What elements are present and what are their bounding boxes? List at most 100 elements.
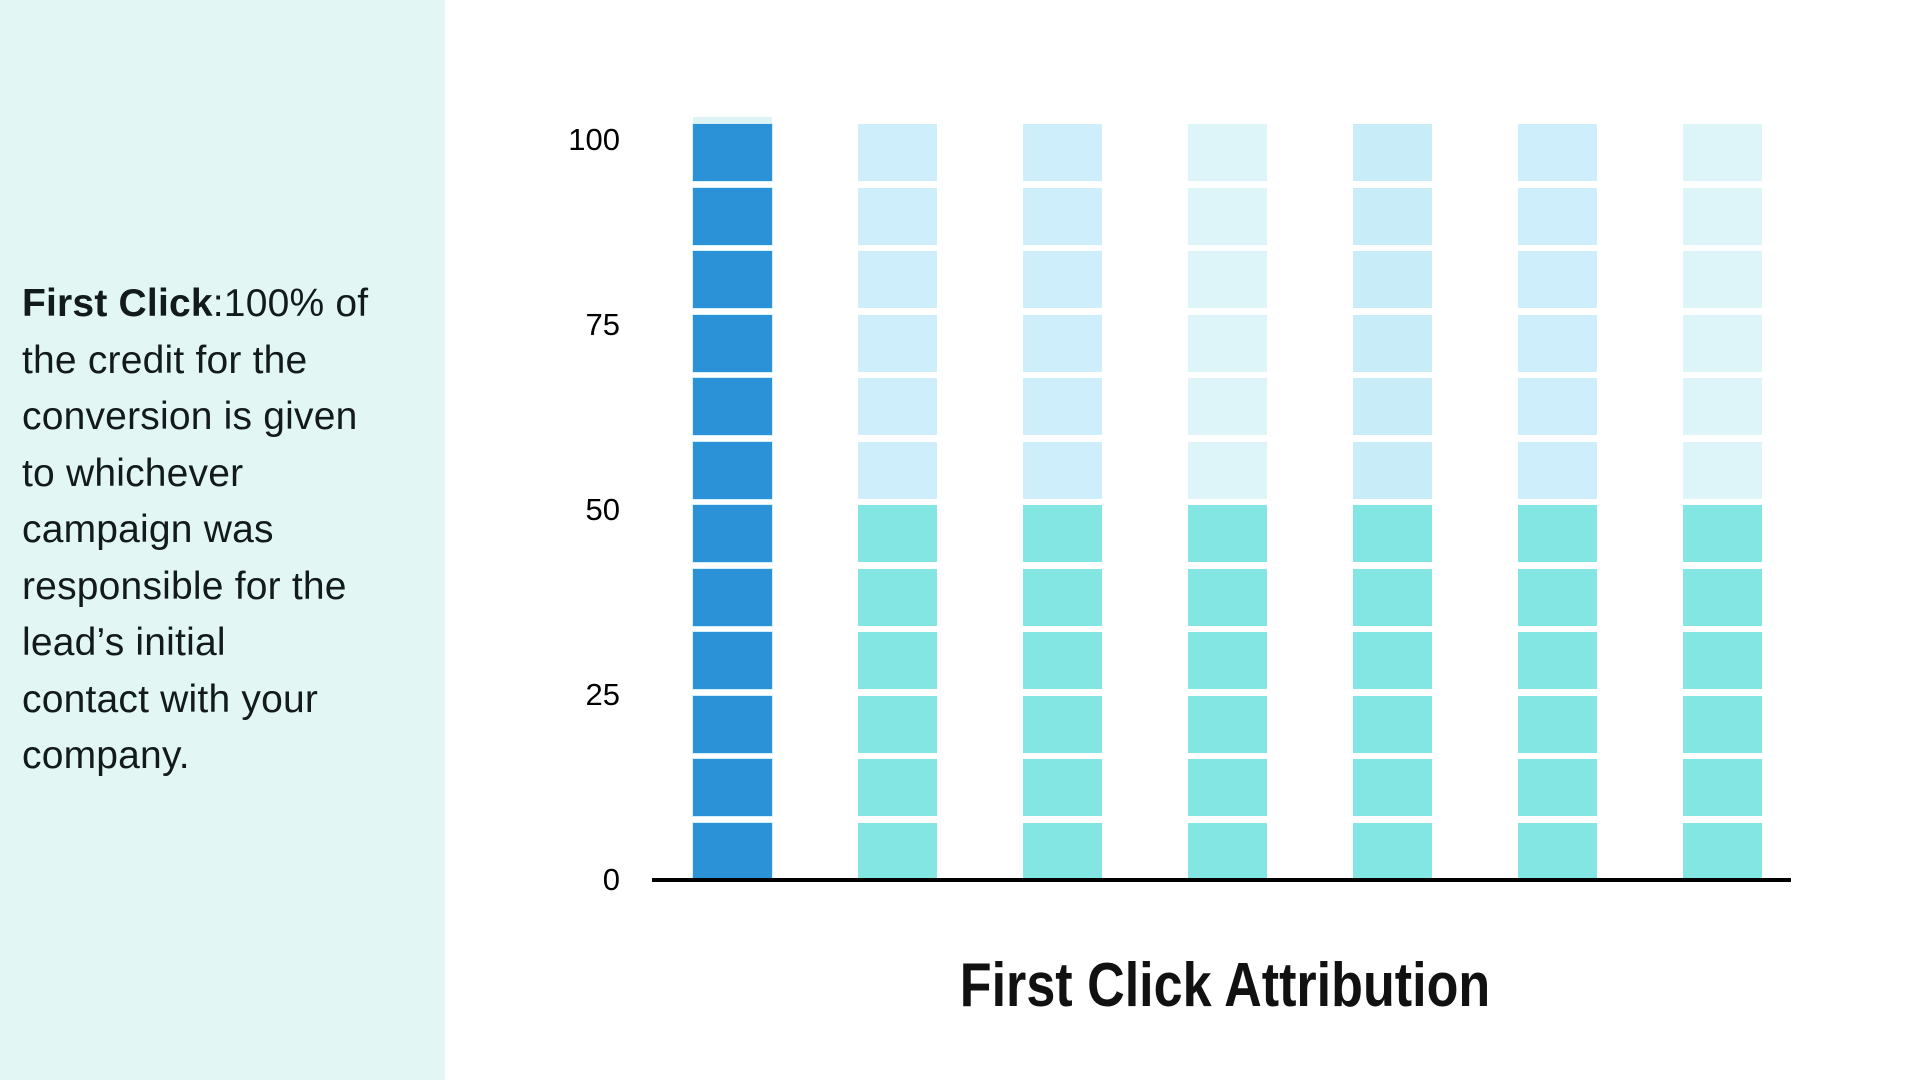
bar-block [858,378,937,435]
bar-block [1518,251,1597,308]
bar-block [1518,124,1597,181]
bar-block [1518,378,1597,435]
bar-block [1188,505,1267,562]
bar-block [1023,822,1102,880]
chart-title: First Click Attribution [959,951,1491,1020]
bar-column-4 [1188,0,1267,1080]
bar-block [1518,695,1597,753]
bar-block [858,441,937,499]
bar-block [1518,505,1597,562]
bar-block [1188,187,1267,245]
bar-block [693,441,772,499]
bar-block [1023,187,1102,245]
definition-panel: First Click:100% of the credit for the con… [0,0,445,1080]
bar-block [1023,441,1102,499]
bar-block [1023,505,1102,562]
bar-block [693,187,772,245]
bar-block [1188,378,1267,435]
bar-block [693,124,772,181]
bar-block [1353,251,1432,308]
bar-block [693,378,772,435]
bar-column-5 [1353,0,1432,1080]
bar-block [858,314,937,372]
bar-block [1683,251,1762,308]
bar-block [1023,759,1102,816]
y-tick-label-0: 0 [602,862,620,897]
definition-line: contact with your [22,677,319,721]
bar-block [1518,187,1597,245]
definition-line: company. [22,734,190,777]
bar-column-7 [1683,0,1762,1080]
definition-line-rest: :100% of [212,282,369,325]
bar-block [693,759,772,816]
bar-block [1683,314,1762,372]
bar-block [858,822,937,880]
bar-column-1 [693,0,772,1080]
bar-column-2 [858,0,937,1080]
bar-block [1353,695,1432,753]
bar-block [1188,441,1267,499]
y-tick-label-100: 100 [568,122,620,157]
bar-block [858,568,937,626]
bar-block [858,124,937,181]
bar-block [693,505,772,562]
bar-block [693,695,772,753]
bar-block [1353,632,1432,689]
definition-line: conversion is given [22,395,358,438]
bar-block [693,822,772,880]
bar-block [1023,378,1102,435]
bar-block [1353,822,1432,880]
bar-block [1683,695,1762,753]
bar-block [858,632,937,689]
bar-block [858,505,937,562]
definition-line: First Click:100% of [22,276,440,333]
bar-block [1188,632,1267,689]
x-axis-line [652,878,1791,882]
definition-line: responsible for the [22,564,347,608]
definition-line: to whichever [22,451,244,495]
bar-block [858,759,937,816]
bar-block [1188,695,1267,753]
bar-block [858,695,937,753]
bar-block [858,187,937,245]
bar-block [1518,441,1597,499]
bar-block [1683,187,1762,245]
bar-block [1683,378,1762,435]
bar-block [1518,314,1597,372]
bar-block [1353,187,1432,245]
y-tick-label-50: 50 [585,492,620,527]
definition-text: First Click:100% of the credit for the con… [22,276,440,785]
definition-line: the credit for the [22,338,308,382]
bar-block [858,251,937,308]
bar-block [1353,759,1432,816]
bar-block [693,251,772,308]
bar-block [1353,441,1432,499]
bar-block [1683,632,1762,689]
bar-block [1188,822,1267,880]
bar-block [1353,124,1432,181]
bar-block [1353,568,1432,626]
bar-block [1188,314,1267,372]
bar-block [1518,568,1597,626]
definition-line: campaign was [22,508,274,551]
bar-block [1353,314,1432,372]
column-cap-strip [693,117,772,124]
bar-block [1518,822,1597,880]
bar-block [1023,695,1102,753]
bar-block [1023,124,1102,181]
bar-block [693,568,772,626]
bar-block [1188,568,1267,626]
bar-block [1353,505,1432,562]
bar-block [1518,632,1597,689]
bar-block [1683,505,1762,562]
bar-block [693,314,772,372]
bar-block [1683,822,1762,880]
bar-column-3 [1023,0,1102,1080]
y-tick-label-25: 25 [585,677,620,712]
bar-block [1683,124,1762,181]
bar-block [1023,251,1102,308]
bar-block [1188,759,1267,816]
bar-block [1188,124,1267,181]
bar-block [1353,378,1432,435]
